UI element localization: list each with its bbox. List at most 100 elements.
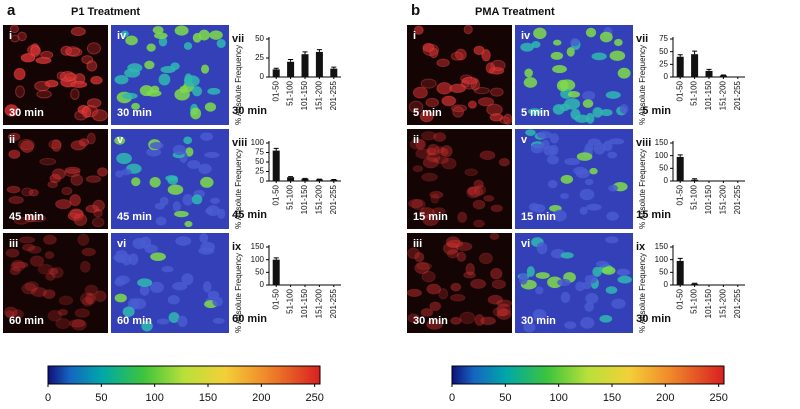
time-label: 5 min [642, 105, 671, 117]
cell [430, 193, 440, 204]
cell [560, 252, 574, 259]
y-tick-label: 50 [659, 163, 668, 172]
cell [198, 29, 210, 41]
x-tick-label: 151-200 [315, 80, 324, 110]
cell [426, 152, 441, 163]
error-bar [677, 257, 683, 261]
cell [198, 163, 212, 175]
cell [491, 279, 507, 290]
cell [420, 307, 434, 317]
y-tick-label: 50 [255, 157, 264, 166]
cell [431, 207, 446, 216]
cell [11, 309, 25, 319]
cell [407, 198, 424, 209]
x-tick-label: 101-150 [704, 288, 713, 318]
colorbar-tick-label: 200 [656, 392, 674, 404]
y-tick-label: 100 [655, 151, 669, 160]
cell [20, 53, 36, 63]
cell [48, 267, 59, 276]
cell [586, 203, 602, 211]
cell [158, 36, 168, 47]
x-tick-label: 51-100 [690, 80, 699, 105]
cell [566, 47, 575, 57]
cell [600, 109, 613, 117]
cell [472, 219, 486, 228]
cell [605, 236, 619, 244]
cell [421, 172, 438, 182]
cell [150, 252, 166, 261]
colorbar-tick-label: 50 [95, 392, 107, 404]
cell [86, 98, 102, 108]
cell [449, 293, 466, 302]
y-tick-label: 50 [255, 34, 264, 43]
bar [719, 75, 727, 77]
cell [490, 204, 504, 213]
cell [429, 301, 442, 312]
cell [560, 174, 574, 184]
cell [202, 281, 212, 293]
cell [212, 317, 225, 324]
x-tick-label: 01-50 [675, 288, 684, 309]
cell [141, 320, 153, 332]
cell [450, 282, 462, 292]
cell [470, 278, 487, 290]
cell [10, 259, 26, 272]
cell [523, 322, 536, 333]
cell [39, 157, 57, 166]
cell [421, 270, 436, 283]
y-tick-label: 150 [655, 138, 669, 147]
colorbar-tick-label: 0 [45, 392, 51, 404]
cell [65, 47, 83, 57]
cell [161, 266, 174, 273]
cell [131, 177, 141, 187]
cell [172, 201, 181, 212]
cell [36, 90, 52, 99]
error-bar [331, 66, 337, 69]
cell [483, 194, 495, 202]
cell [156, 318, 170, 325]
y-tick-label: 50 [659, 47, 668, 56]
image-time: 45 min [9, 211, 44, 223]
cell [139, 85, 154, 97]
cell [463, 271, 476, 279]
cell [467, 100, 477, 109]
cell [573, 166, 588, 175]
cell [503, 113, 513, 125]
error-bar [273, 257, 279, 260]
cell [549, 133, 559, 144]
x-tick-label: 151-200 [719, 184, 728, 214]
bar [676, 260, 684, 285]
cell [415, 148, 431, 159]
cell [116, 152, 132, 165]
x-tick-label: 101-150 [704, 80, 713, 110]
cell [81, 296, 93, 307]
cell [130, 298, 147, 310]
cell [204, 102, 217, 112]
x-tick-label: 201-255 [329, 80, 338, 110]
cell [17, 31, 27, 42]
x-tick-label: 201-255 [733, 80, 742, 110]
chart-label: ix [232, 241, 242, 253]
cell [441, 157, 457, 170]
cell [167, 184, 184, 195]
cell [418, 206, 436, 219]
cell [28, 188, 39, 197]
cell [599, 315, 613, 323]
micrograph [407, 25, 512, 125]
cell [589, 167, 598, 175]
y-axis-label: % Absolute Frequency [638, 253, 647, 333]
cell [461, 76, 479, 85]
colorbar-tick-label: 150 [603, 392, 621, 404]
cell [412, 165, 424, 173]
cell [446, 239, 464, 248]
x-tick-label: 01-50 [675, 184, 684, 205]
cell [556, 79, 569, 92]
image-time: 60 min [117, 315, 152, 327]
cell [55, 199, 72, 210]
image-numeral: iii [413, 238, 422, 250]
cell [585, 293, 599, 304]
cell [174, 210, 189, 218]
cell [90, 75, 103, 85]
colorbar-tick-label: 200 [252, 392, 270, 404]
cell [585, 112, 595, 124]
